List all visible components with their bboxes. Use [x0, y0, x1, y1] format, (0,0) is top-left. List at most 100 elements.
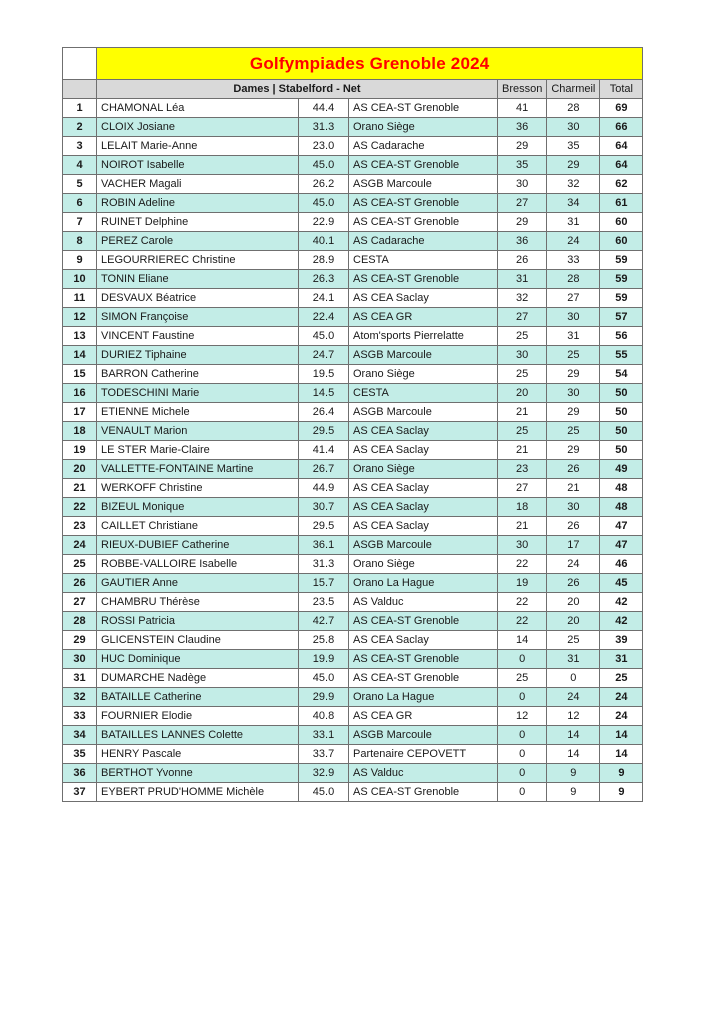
- player-name-cell: DURIEZ Tiphaine: [96, 345, 299, 365]
- rank-cell: 20: [62, 459, 97, 479]
- handicap-cell: 29.9: [298, 687, 349, 707]
- table-row: 18 VENAULT Marion 29.5 AS CEA Saclay 25 …: [62, 421, 644, 441]
- club-cell: AS CEA-ST Grenoble: [348, 98, 498, 118]
- rank-cell: 19: [62, 440, 97, 460]
- bresson-score-cell: 29: [496, 136, 548, 156]
- rank-cell: 9: [62, 250, 97, 270]
- player-name-cell: PEREZ Carole: [96, 231, 299, 251]
- category-subtitle: Dames | Stabelford - Net: [96, 79, 498, 99]
- handicap-cell: 26.2: [298, 174, 349, 194]
- player-name-cell: DUMARCHE Nadège: [96, 668, 299, 688]
- handicap-cell: 15.7: [298, 573, 349, 593]
- rank-cell: 16: [62, 383, 97, 403]
- total-score-cell: 55: [599, 345, 644, 365]
- bresson-score-cell: 30: [496, 535, 548, 555]
- rank-cell: 36: [62, 763, 97, 783]
- club-cell: AS CEA Saclay: [348, 516, 498, 536]
- club-cell: AS CEA-ST Grenoble: [348, 611, 498, 631]
- club-cell: AS CEA-ST Grenoble: [348, 782, 498, 802]
- rank-cell: 1: [62, 98, 97, 118]
- table-row: 17 ETIENNE Michele 26.4 ASGB Marcoule 21…: [62, 402, 644, 422]
- handicap-cell: 24.1: [298, 288, 349, 308]
- bresson-score-cell: 32: [496, 288, 548, 308]
- rank-cell: 3: [62, 136, 97, 156]
- handicap-cell: 26.4: [298, 402, 349, 422]
- column-header-total: Total: [599, 79, 644, 99]
- bresson-score-cell: 22: [496, 554, 548, 574]
- bresson-score-cell: 27: [496, 193, 548, 213]
- total-score-cell: 64: [599, 155, 644, 175]
- total-score-cell: 24: [599, 687, 644, 707]
- table-row: 6 ROBIN Adeline 45.0 AS CEA-ST Grenoble …: [62, 193, 644, 213]
- charmeil-score-cell: 35: [546, 136, 601, 156]
- club-cell: AS CEA Saclay: [348, 497, 498, 517]
- handicap-cell: 19.5: [298, 364, 349, 384]
- rank-cell: 29: [62, 630, 97, 650]
- handicap-cell: 22.9: [298, 212, 349, 232]
- club-cell: AS CEA-ST Grenoble: [348, 649, 498, 669]
- rank-cell: 31: [62, 668, 97, 688]
- player-name-cell: ROSSI Patricia: [96, 611, 299, 631]
- bresson-score-cell: 0: [496, 744, 548, 764]
- club-cell: AS CEA Saclay: [348, 630, 498, 650]
- table-row: 28 ROSSI Patricia 42.7 AS CEA-ST Grenobl…: [62, 611, 644, 631]
- table-row: 37 EYBERT PRUD'HOMME Michèle 45.0 AS CEA…: [62, 782, 644, 802]
- total-score-cell: 50: [599, 440, 644, 460]
- bresson-score-cell: 0: [496, 763, 548, 783]
- total-score-cell: 45: [599, 573, 644, 593]
- player-name-cell: RIEUX-DUBIEF Catherine: [96, 535, 299, 555]
- club-cell: Orano La Hague: [348, 573, 498, 593]
- table-row: 13 VINCENT Faustine 45.0 Atom'sports Pie…: [62, 326, 644, 346]
- charmeil-score-cell: 29: [546, 364, 601, 384]
- charmeil-score-cell: 25: [546, 421, 601, 441]
- charmeil-score-cell: 29: [546, 440, 601, 460]
- rank-cell: 4: [62, 155, 97, 175]
- player-name-cell: VACHER Magali: [96, 174, 299, 194]
- rank-cell: 30: [62, 649, 97, 669]
- total-score-cell: 66: [599, 117, 644, 137]
- club-cell: AS CEA GR: [348, 706, 498, 726]
- total-score-cell: 48: [599, 478, 644, 498]
- total-score-cell: 69: [599, 98, 644, 118]
- rank-cell: 21: [62, 478, 97, 498]
- player-name-cell: LEGOURRIEREC Christine: [96, 250, 299, 270]
- player-name-cell: VENAULT Marion: [96, 421, 299, 441]
- total-score-cell: 60: [599, 212, 644, 232]
- rank-cell: 24: [62, 535, 97, 555]
- club-cell: Orano Siège: [348, 459, 498, 479]
- total-score-cell: 50: [599, 383, 644, 403]
- rank-cell: 37: [62, 782, 97, 802]
- total-score-cell: 54: [599, 364, 644, 384]
- rank-cell: 23: [62, 516, 97, 536]
- total-score-cell: 39: [599, 630, 644, 650]
- blank-corner-cell: [62, 79, 97, 99]
- player-name-cell: LELAIT Marie-Anne: [96, 136, 299, 156]
- handicap-cell: 45.0: [298, 193, 349, 213]
- bresson-score-cell: 35: [496, 155, 548, 175]
- bresson-score-cell: 20: [496, 383, 548, 403]
- column-header-bresson: Bresson: [496, 79, 548, 99]
- table-row: 33 FOURNIER Elodie 40.8 AS CEA GR 12 12 …: [62, 706, 644, 726]
- table-row: 36 BERTHOT Yvonne 32.9 AS Valduc 0 9 9: [62, 763, 644, 783]
- bresson-score-cell: 25: [496, 326, 548, 346]
- rank-cell: 12: [62, 307, 97, 327]
- results-body: 1 CHAMONAL Léa 44.4 AS CEA-ST Grenoble 4…: [62, 98, 644, 802]
- total-score-cell: 47: [599, 535, 644, 555]
- charmeil-score-cell: 26: [546, 573, 601, 593]
- handicap-cell: 29.5: [298, 421, 349, 441]
- table-row: 24 RIEUX-DUBIEF Catherine 36.1 ASGB Marc…: [62, 535, 644, 555]
- player-name-cell: HENRY Pascale: [96, 744, 299, 764]
- table-row: 29 GLICENSTEIN Claudine 25.8 AS CEA Sacl…: [62, 630, 644, 650]
- charmeil-score-cell: 25: [546, 345, 601, 365]
- charmeil-score-cell: 9: [546, 782, 601, 802]
- bresson-score-cell: 36: [496, 117, 548, 137]
- rank-cell: 34: [62, 725, 97, 745]
- rank-cell: 8: [62, 231, 97, 251]
- club-cell: AS CEA-ST Grenoble: [348, 212, 498, 232]
- rank-cell: 11: [62, 288, 97, 308]
- blank-corner-cell: [62, 47, 97, 80]
- table-row: 5 VACHER Magali 26.2 ASGB Marcoule 30 32…: [62, 174, 644, 194]
- player-name-cell: BERTHOT Yvonne: [96, 763, 299, 783]
- player-name-cell: CAILLET Christiane: [96, 516, 299, 536]
- charmeil-score-cell: 29: [546, 402, 601, 422]
